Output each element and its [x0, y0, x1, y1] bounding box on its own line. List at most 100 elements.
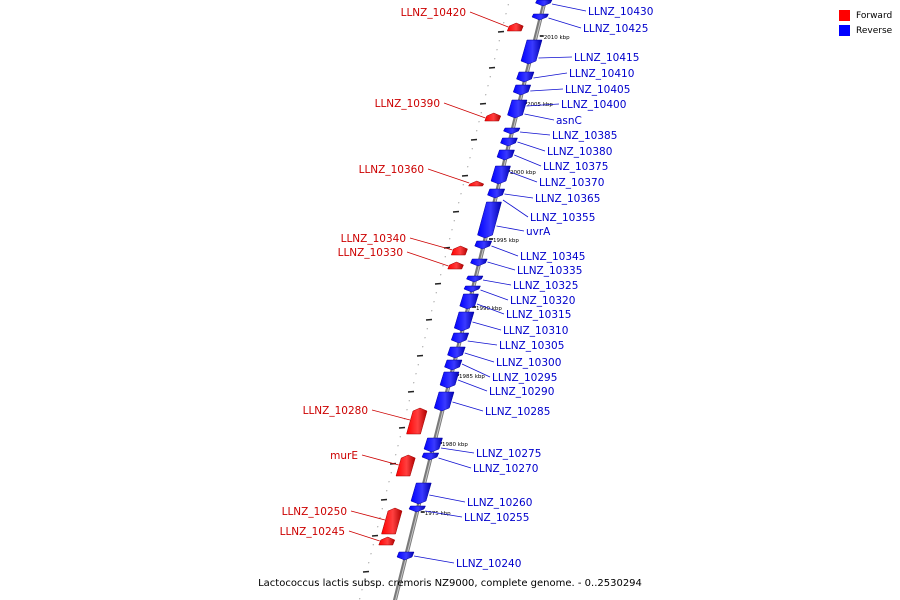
gene-label-LLNZ_10380[interactable]: LLNZ_10380 [547, 146, 612, 158]
gene-label-LLNZ_10430[interactable]: LLNZ_10430 [588, 6, 653, 18]
tick-label: 2000 kbp [510, 170, 536, 176]
gene-reverse-LLNZ_10370[interactable] [490, 165, 511, 185]
gene-label-LLNZ_10245[interactable]: LLNZ_10245 [280, 526, 345, 538]
track-dot [435, 292, 437, 294]
gene-label-LLNZ_10420[interactable]: LLNZ_10420 [401, 7, 466, 19]
leader-line [538, 56, 573, 59]
gene-reverse-LLNZ_10425[interactable] [531, 13, 549, 21]
gene-forward-LLNZ_10390[interactable] [484, 112, 502, 122]
gene-reverse-LLNZ_10380[interactable] [500, 137, 518, 147]
gene-reverse-LLNZ_10400[interactable] [507, 99, 528, 119]
gene-label-uvrA[interactable]: uvrA [526, 226, 551, 238]
track-dot [381, 508, 383, 510]
legend-reverse: Reverse [839, 25, 892, 36]
gene-label-LLNZ_10295[interactable]: LLNZ_10295 [492, 372, 557, 384]
gene-label-asnC[interactable]: asnC [556, 115, 582, 127]
gene-reverse-LLNZ_10305[interactable] [450, 332, 470, 344]
gene-reverse-LLNZ_10430[interactable] [535, 0, 553, 7]
gene-label-LLNZ_10425[interactable]: LLNZ_10425 [583, 23, 648, 35]
legend-forward-label: Forward [856, 10, 893, 21]
gene-reverse-LLNZ_10295[interactable] [444, 359, 463, 371]
gene-label-LLNZ_10400[interactable]: LLNZ_10400 [561, 99, 626, 111]
gene-label-LLNZ_10250[interactable]: LLNZ_10250 [282, 506, 347, 518]
gene-label-LLNZ_10305[interactable]: LLNZ_10305 [499, 340, 564, 352]
gene-label-LLNZ_10370[interactable]: LLNZ_10370 [539, 177, 604, 189]
gene-label-murE[interactable]: murE [330, 450, 358, 462]
leader-line [406, 251, 449, 267]
gene-label-LLNZ_10405[interactable]: LLNZ_10405 [565, 84, 630, 96]
gene-label-LLNZ_10355[interactable]: LLNZ_10355 [530, 212, 595, 224]
gene-reverse-LLNZ_10260[interactable] [410, 482, 432, 505]
gene-label-LLNZ_10300[interactable]: LLNZ_10300 [496, 357, 561, 369]
gene-label-LLNZ_10385[interactable]: LLNZ_10385 [552, 130, 617, 142]
gene-reverse-LLNZ_10405[interactable] [512, 84, 532, 96]
gene-reverse-LLNZ_10270[interactable] [421, 452, 440, 461]
gene-forward-LLNZ_10360[interactable] [468, 180, 485, 187]
leader-line [524, 113, 555, 121]
gene-label-LLNZ_10390[interactable]: LLNZ_10390 [375, 98, 440, 110]
gene-forward-LLNZ_10245[interactable] [378, 536, 396, 546]
gene-reverse-LLNZ_10315[interactable] [459, 293, 479, 310]
track-dot [458, 202, 460, 204]
gene-reverse-LLNZ_10285[interactable] [433, 391, 455, 412]
leader-line [482, 279, 512, 286]
gene-label-LLNZ_10315[interactable]: LLNZ_10315 [506, 309, 571, 321]
track-dot [368, 562, 370, 564]
gene-reverse-LLNZ_10290[interactable] [439, 371, 460, 389]
gene-label-LLNZ_10365[interactable]: LLNZ_10365 [535, 193, 600, 205]
gene-label-LLNZ_10240[interactable]: LLNZ_10240 [456, 558, 521, 570]
leader-line [371, 409, 411, 421]
leader-line [467, 340, 498, 346]
gene-reverse-LLNZ_10310[interactable] [453, 311, 475, 332]
gene-label-LLNZ_10345[interactable]: LLNZ_10345 [520, 251, 585, 263]
gene-reverse-LLNZ_10410[interactable] [516, 71, 535, 83]
leader-line [443, 102, 486, 119]
gene-label-LLNZ_10410[interactable]: LLNZ_10410 [569, 68, 634, 80]
gene-label-LLNZ_10335[interactable]: LLNZ_10335 [517, 265, 582, 277]
gene-forward-LLNZ_10420[interactable] [506, 22, 524, 32]
gene-label-LLNZ_10340[interactable]: LLNZ_10340 [341, 233, 406, 245]
gene-label-LLNZ_10320[interactable]: LLNZ_10320 [510, 295, 575, 307]
tick-label: 1985 kbp [459, 374, 485, 380]
gene-reverse-LLNZ_10325[interactable] [466, 275, 484, 283]
gene-forward-LLNZ_10330[interactable] [447, 261, 464, 270]
gene-reverse-LLNZ_10375[interactable] [496, 149, 515, 161]
gene-label-LLNZ_10375[interactable]: LLNZ_10375 [543, 161, 608, 173]
gene-label-LLNZ_10325[interactable]: LLNZ_10325 [513, 280, 578, 292]
gene-reverse-LLNZ_10385[interactable] [503, 127, 521, 135]
leader-line [348, 530, 380, 542]
leader-line [517, 141, 546, 152]
gene-label-LLNZ_10310[interactable]: LLNZ_10310 [503, 325, 568, 337]
gene-label-LLNZ_10330[interactable]: LLNZ_10330 [338, 247, 403, 259]
gene-label-LLNZ_10290[interactable]: LLNZ_10290 [489, 386, 554, 398]
gene-label-LLNZ_10285[interactable]: LLNZ_10285 [485, 406, 550, 418]
gene-label-LLNZ_10415[interactable]: LLNZ_10415 [574, 52, 639, 64]
gene-label-LLNZ_10275[interactable]: LLNZ_10275 [476, 448, 541, 460]
leader-line [350, 510, 386, 521]
gene-forward-LLNZ_10340[interactable] [450, 245, 468, 256]
gene-reverse-LLNZ_10345[interactable] [474, 240, 493, 250]
gene-reverse-LLNZ_10275[interactable] [423, 437, 443, 453]
gene-reverse-LLNZ_10320[interactable] [463, 285, 481, 293]
gene-forward-murE[interactable] [395, 454, 416, 477]
gene-label-LLNZ_10360[interactable]: LLNZ_10360 [359, 164, 424, 176]
gene-reverse-LLNZ_10415[interactable] [520, 39, 543, 65]
gene-reverse-LLNZ_10240[interactable] [396, 551, 415, 561]
gene-reverse-LLNZ_10365[interactable] [487, 188, 506, 199]
gene-label-LLNZ_10270[interactable]: LLNZ_10270 [473, 463, 538, 475]
leader-line [487, 261, 516, 271]
gene-label-LLNZ_10255[interactable]: LLNZ_10255 [464, 512, 529, 524]
gene-forward-LLNZ_10280[interactable] [406, 407, 428, 435]
leader-line [491, 245, 519, 257]
gene-reverse-LLNZ_10300[interactable] [447, 346, 466, 359]
gene-reverse-LLNZ_10335[interactable] [470, 258, 488, 267]
track-dot [377, 526, 379, 528]
gene-reverse-LLNZ_10355[interactable] [477, 201, 502, 239]
gene-label-LLNZ_10280[interactable]: LLNZ_10280 [303, 405, 368, 417]
gene-reverse-LLNZ_10255[interactable] [408, 505, 426, 513]
track-dot [497, 30, 505, 33]
track-dot [416, 354, 424, 357]
track-dot [413, 382, 415, 384]
gene-label-LLNZ_10260[interactable]: LLNZ_10260 [467, 497, 532, 509]
gene-forward-LLNZ_10250[interactable] [381, 507, 403, 535]
